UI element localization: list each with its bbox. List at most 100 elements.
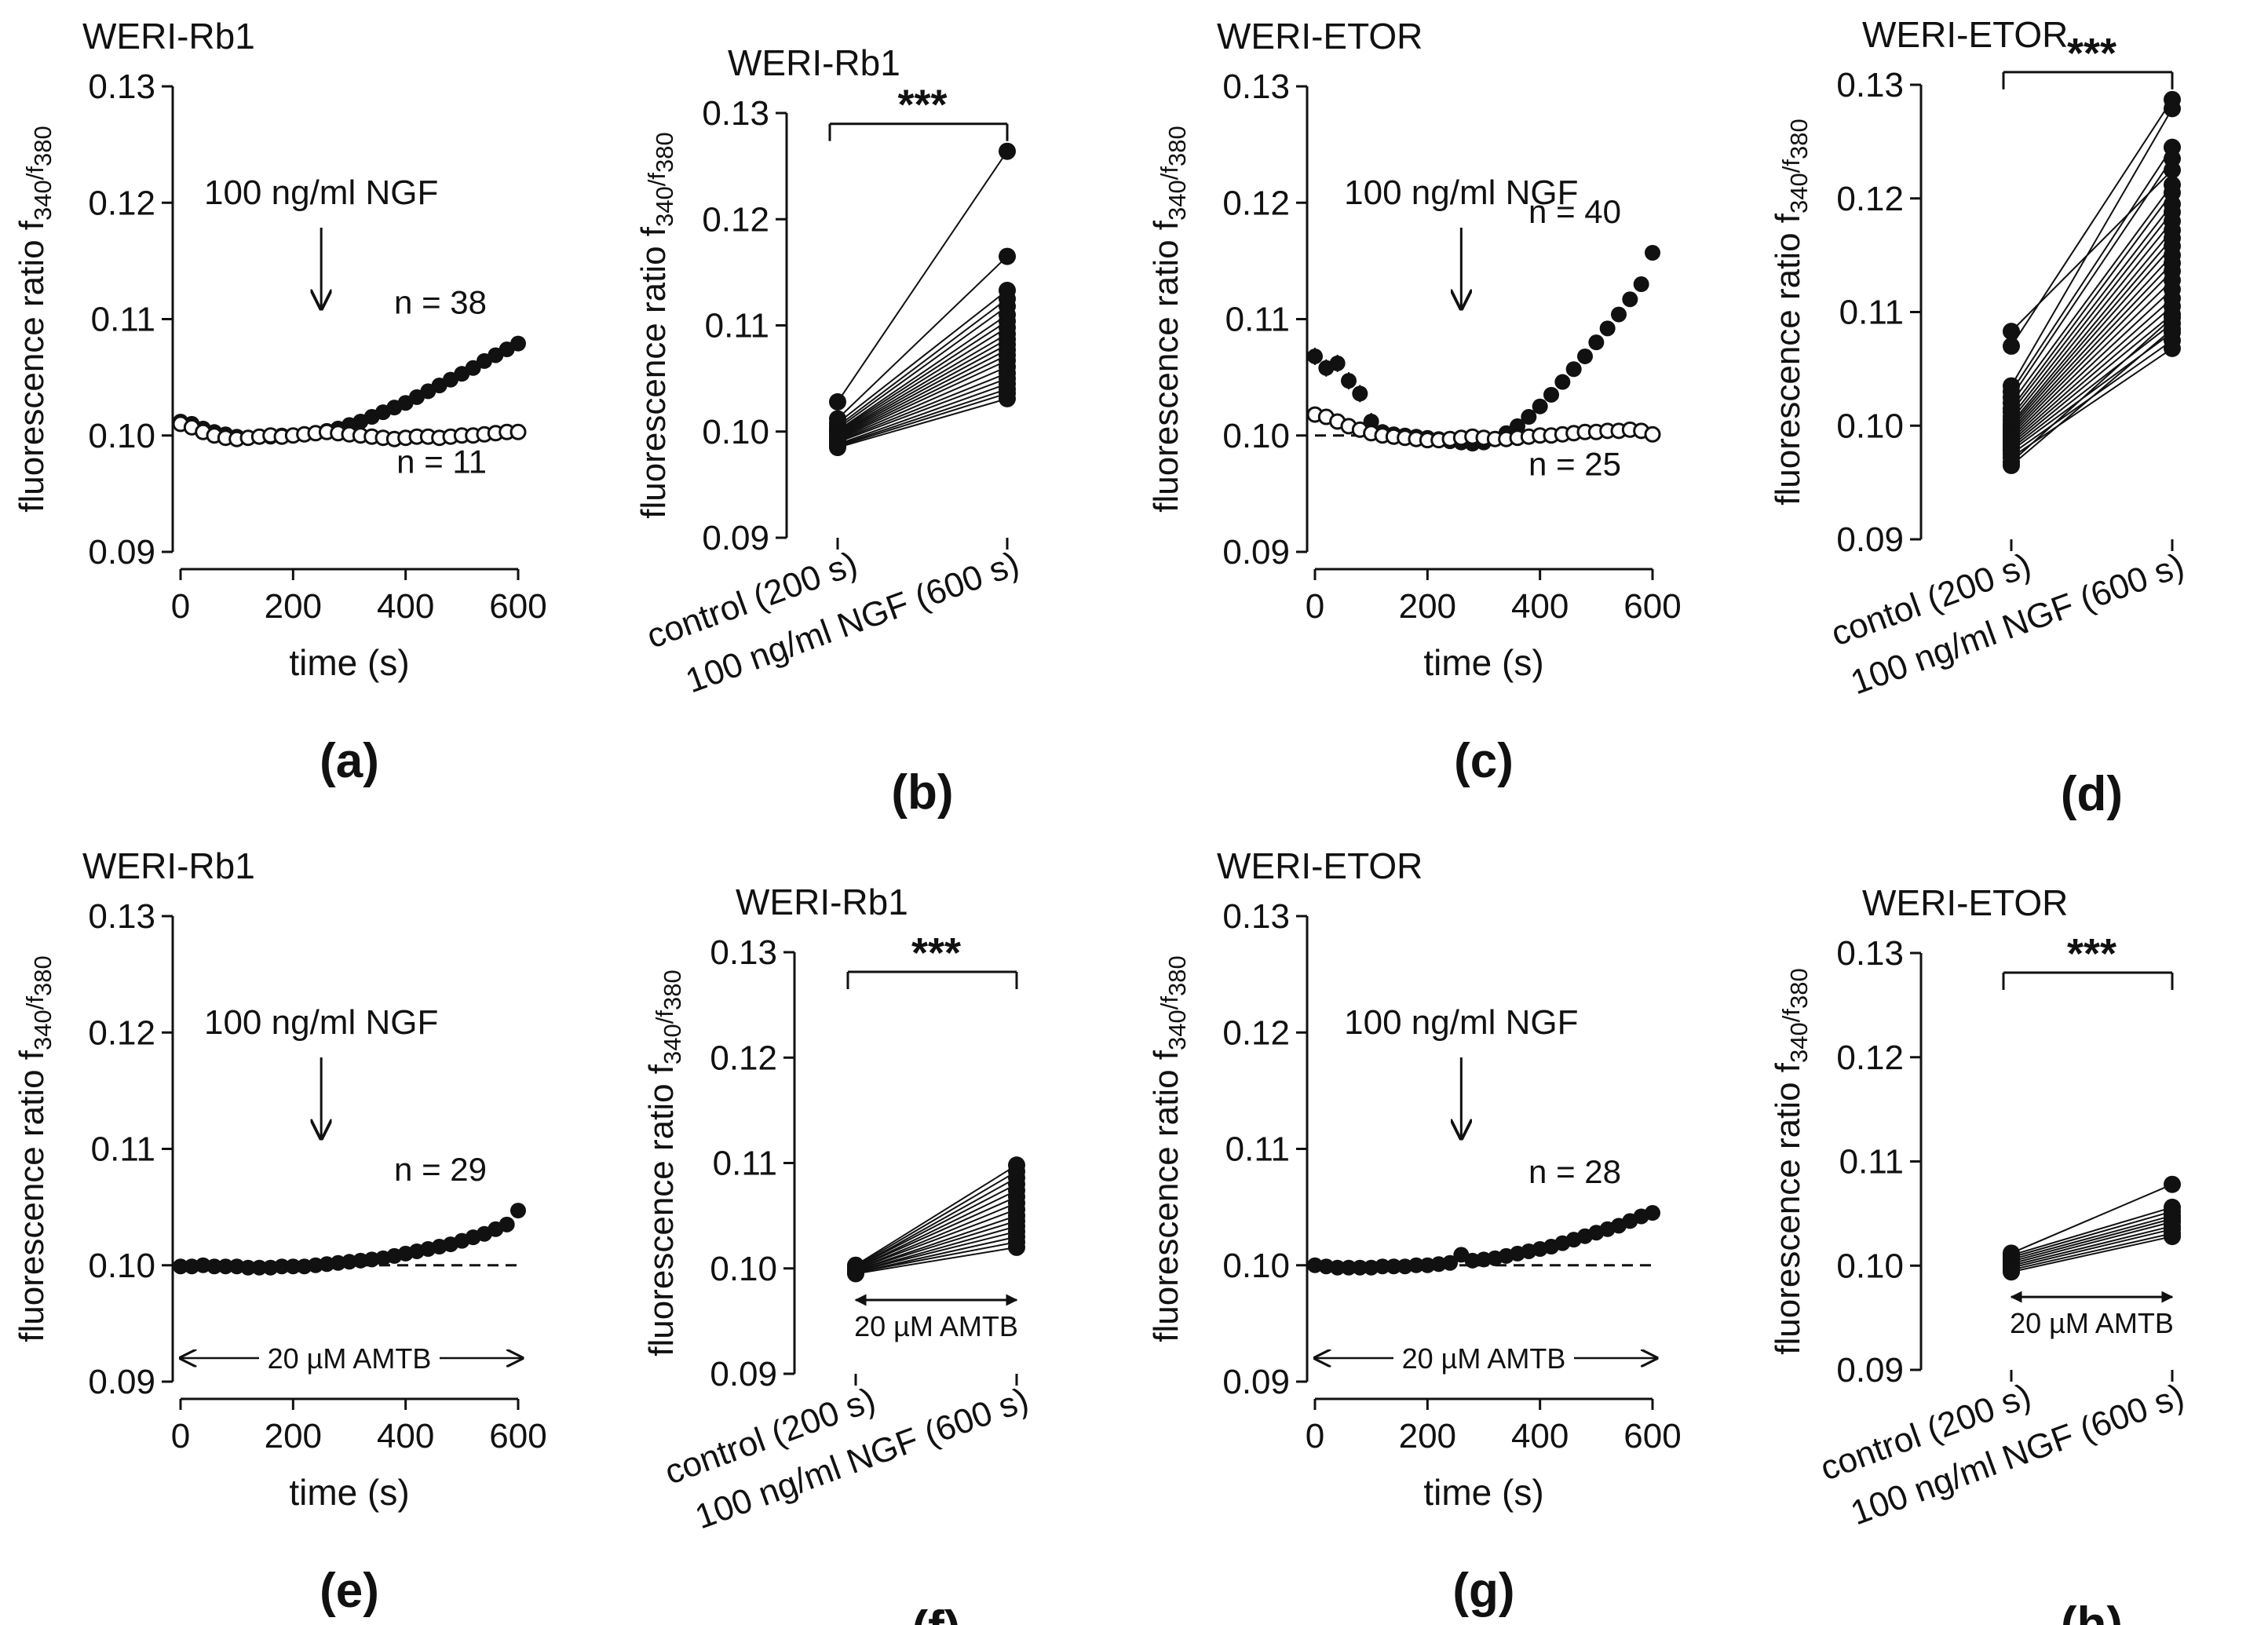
pair-line [837, 151, 1008, 403]
pair-line [2011, 305, 2173, 445]
panel-c: WERI-ETOR 0.09 0.10 0.11 0.12 0.13 fluorescenc… [1147, 16, 1682, 788]
control-point [2003, 456, 2020, 474]
y-axis-title-part-3: 380 [1163, 955, 1191, 996]
data-point-filled [1386, 1258, 1402, 1275]
y-tick-label: 0.11 [91, 1130, 155, 1169]
n-label: n = 29 [394, 1151, 487, 1188]
pair-line [837, 298, 1008, 427]
data-point-filled [465, 360, 481, 376]
pair-line [2011, 270, 2173, 436]
amtb-label-bg [1393, 1341, 1574, 1375]
pair-line [837, 333, 1008, 435]
pair-line [837, 338, 1008, 436]
x-tick-label: 200 [265, 587, 322, 626]
pair-line [2011, 108, 2173, 387]
pair-line [855, 1230, 1017, 1273]
pair-line [837, 255, 1008, 420]
pair-line [855, 1246, 1017, 1275]
ngf-annotation: 100 ng/ml NGF [204, 173, 438, 212]
panel-title: WERI-ETOR [1217, 845, 1423, 886]
panel-label: (h) [2061, 1598, 2123, 1625]
pair-line [2011, 254, 2173, 431]
pair-line [837, 378, 1008, 444]
control-point [2003, 1263, 2020, 1281]
pair-line [2011, 288, 2173, 440]
x-tick-label: 600 [489, 1417, 546, 1455]
ngf-annotation: 100 ng/ml NGF [204, 1003, 438, 1042]
y-tick-label: 0.13 [710, 933, 777, 972]
pair-line [855, 1236, 1017, 1274]
data-point-filled [1577, 348, 1593, 364]
y-tick-label: 0.12 [1222, 184, 1290, 222]
panel-label: (c) [1454, 734, 1514, 788]
y-tick-label: 0.10 [88, 417, 155, 455]
pair-line [2011, 245, 2173, 429]
y-tick-label: 0.11 [1839, 1143, 1904, 1181]
pair-line [837, 305, 1008, 429]
ngf-point [999, 142, 1016, 160]
pair-line [2011, 1214, 2173, 1261]
y-tick-label: 0.13 [88, 68, 155, 106]
pair-line [837, 343, 1008, 437]
y-axis-title-part-0: fluorescence ratio f [1147, 1050, 1185, 1342]
pair-line [837, 397, 1008, 448]
y-axis-title: fluorescence ratio f340/f380 [1769, 119, 1813, 505]
pair-line [855, 1189, 1017, 1269]
data-point-filled [1645, 1205, 1660, 1221]
y-tick-label: 0.10 [88, 1247, 155, 1285]
y-tick-label: 0.11 [705, 307, 769, 345]
data-point-filled [510, 1203, 526, 1219]
significance-stars: *** [2067, 930, 2116, 977]
amtb-label-bg [259, 1341, 440, 1375]
x-tick-label: 200 [1399, 587, 1456, 626]
y-axis-title-part-3: 380 [1785, 119, 1813, 159]
ngf-point [2164, 150, 2181, 168]
x-tick-label: 0 [1306, 1417, 1324, 1455]
data-point-filled [1554, 374, 1571, 390]
pair-line [2011, 1218, 2173, 1262]
n-label: n = 11 [396, 443, 487, 480]
data-point-filled [274, 1258, 290, 1275]
y-tick-label: 0.09 [1836, 520, 1904, 559]
data-point-filled [1588, 334, 1605, 351]
ngf-point [999, 247, 1016, 265]
data-point-filled [1341, 1259, 1357, 1276]
panel-label: (g) [1452, 1564, 1514, 1618]
y-tick-label: 0.10 [710, 1250, 777, 1288]
pair-line [2011, 211, 2173, 418]
pair-line [837, 366, 1008, 441]
data-point-filled [1611, 306, 1627, 323]
pair-line [2011, 229, 2173, 424]
data-point-filled [1363, 413, 1379, 429]
amtb-label: 20 µM AMTB [1402, 1342, 1566, 1375]
n-label: n = 40 [1528, 193, 1621, 230]
pair-line [2011, 1232, 2173, 1271]
panel-title: WERI-Rb1 [82, 845, 255, 886]
y-tick-label: 0.09 [88, 1363, 155, 1401]
y-tick-label: 0.12 [88, 1013, 155, 1052]
panel-title: WERI-Rb1 [728, 42, 900, 83]
panel-f: WERI-Rb1 0.09 0.10 0.11 0.12 0.13 fluorescence… [642, 882, 1033, 1625]
x-tick-label: 400 [377, 1417, 434, 1455]
panel-label: (d) [2061, 767, 2123, 821]
y-tick-label: 0.13 [1836, 66, 1904, 104]
pair-line [855, 1225, 1017, 1273]
pair-line [855, 1183, 1017, 1269]
y-tick-label: 0.11 [1839, 294, 1904, 332]
y-axis-title-part-0: fluorescence ratio f [13, 220, 51, 513]
pair-line [855, 1202, 1017, 1271]
pair-line [2011, 237, 2173, 426]
panel-g: WERI-ETOR 0.09 0.10 0.11 0.12 0.13 fluorescenc… [1147, 845, 1682, 1618]
pair-line [2011, 262, 2173, 433]
y-axis-title: fluorescence ratio f340/f380 [642, 970, 686, 1356]
panel-label: (e) [320, 1564, 379, 1618]
y-tick-label: 0.12 [710, 1039, 777, 1077]
x-tick-label: 400 [1511, 1417, 1569, 1455]
pair-line [2011, 347, 2173, 458]
y-tick-label: 0.13 [88, 897, 155, 936]
y-axis-title: fluorescence ratio f340/f380 [1147, 126, 1191, 512]
panel-label: (b) [891, 765, 953, 820]
y-tick-label: 0.12 [88, 184, 155, 222]
panel-title: WERI-Rb1 [736, 882, 908, 922]
panel-b: WERI-Rb1 0.09 0.10 0.11 0.12 0.13 fluorescence… [634, 42, 1024, 820]
